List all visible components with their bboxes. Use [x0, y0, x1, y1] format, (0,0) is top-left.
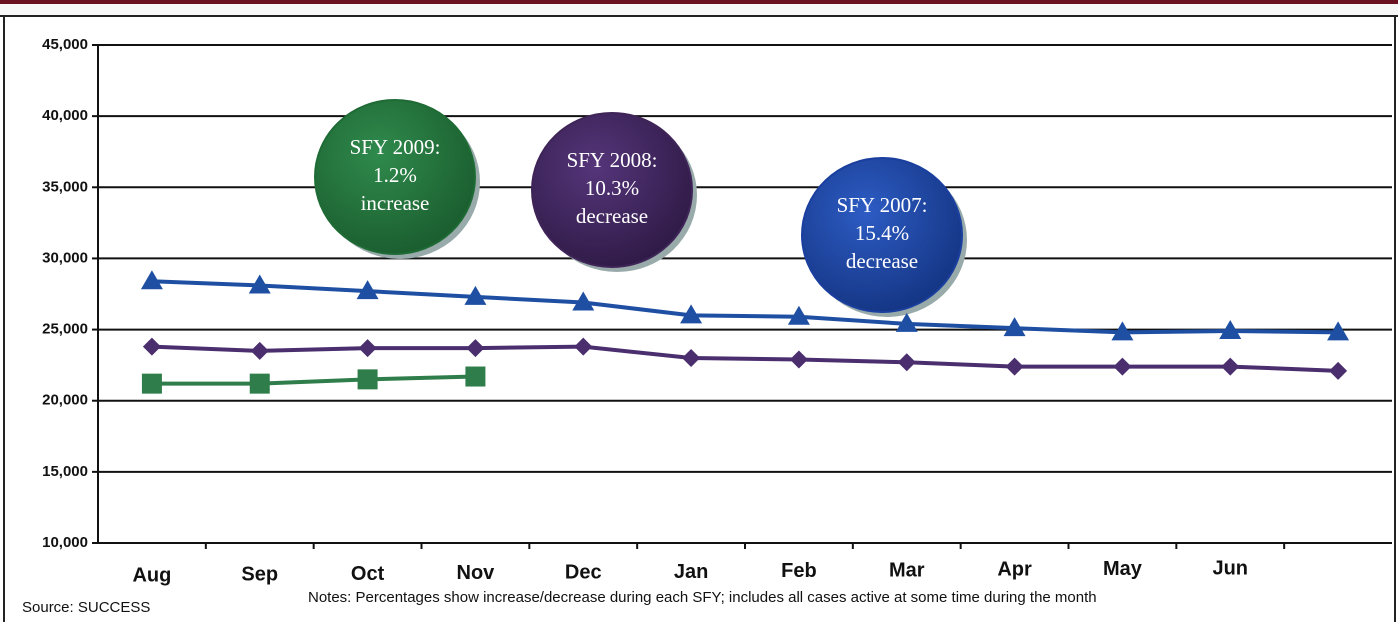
point: [572, 291, 595, 311]
x-tick-label: May: [1103, 558, 1143, 580]
series-line: [151, 279, 1339, 335]
y-tick-label: 40,000: [42, 107, 88, 124]
point: [140, 270, 163, 290]
point: [1111, 321, 1134, 341]
annotation-bubble: [531, 112, 693, 268]
point: [466, 339, 485, 358]
annotation-bubble: [314, 99, 476, 255]
annotation-text: decrease: [846, 249, 918, 273]
x-tick-label: Feb: [781, 560, 817, 582]
series-line: [151, 374, 476, 386]
point: [464, 285, 487, 305]
annotation-text: SFY 2008:: [567, 148, 658, 172]
point: [897, 353, 916, 372]
point: [248, 274, 271, 294]
annotation-text: SFY 2009:: [350, 135, 441, 159]
series-line: [151, 344, 1339, 373]
point: [789, 350, 808, 369]
annotation-text: SFY 2007:: [837, 193, 928, 217]
point: [356, 280, 379, 300]
top-border: [0, 0, 1398, 4]
point: [1003, 317, 1026, 337]
x-tick-label: Dec: [565, 561, 602, 583]
point: [357, 369, 378, 390]
point: [249, 373, 270, 394]
x-tick-label: Jan: [674, 561, 708, 583]
point: [574, 337, 593, 356]
point: [1329, 361, 1348, 380]
y-tick-label: 30,000: [42, 249, 88, 266]
x-tick-label: Oct: [351, 563, 385, 585]
top-band: [0, 4, 1398, 16]
point: [895, 312, 918, 332]
y-tick-label: 20,000: [42, 392, 88, 409]
y-tick-label: 15,000: [42, 463, 88, 480]
annotation-text: 15.4%: [855, 221, 909, 245]
point: [1219, 319, 1242, 339]
point: [250, 341, 269, 360]
point: [787, 305, 810, 325]
x-tick-label: Mar: [889, 559, 925, 581]
x-tick-label: Aug: [132, 564, 171, 586]
point: [465, 366, 486, 387]
annotation-bubble: [801, 157, 963, 313]
annotation-text: decrease: [576, 204, 648, 228]
point: [1327, 321, 1350, 341]
point: [142, 337, 161, 356]
x-tick-label: Jun: [1212, 557, 1248, 579]
point: [680, 304, 703, 324]
point: [682, 349, 701, 368]
notes: Notes: Percentages show increase/decreas…: [308, 589, 1097, 606]
y-tick-label: 35,000: [42, 178, 88, 195]
point: [1005, 357, 1024, 376]
annotation-text: increase: [361, 191, 430, 215]
annotation-text: 1.2%: [373, 163, 417, 187]
x-tick-label: Nov: [457, 562, 496, 584]
x-tick-label: Sep: [241, 564, 278, 586]
y-tick-label: 25,000: [42, 321, 88, 338]
point: [358, 339, 377, 358]
point: [141, 373, 162, 394]
x-tick-label: Apr: [997, 559, 1032, 581]
annotation-text: 10.3%: [585, 176, 639, 200]
source: Source: SUCCESS: [22, 599, 150, 616]
y-tick-label: 45,000: [42, 36, 88, 53]
point: [1113, 357, 1132, 376]
y-tick-label: 10,000: [42, 534, 88, 551]
point: [1221, 357, 1240, 376]
